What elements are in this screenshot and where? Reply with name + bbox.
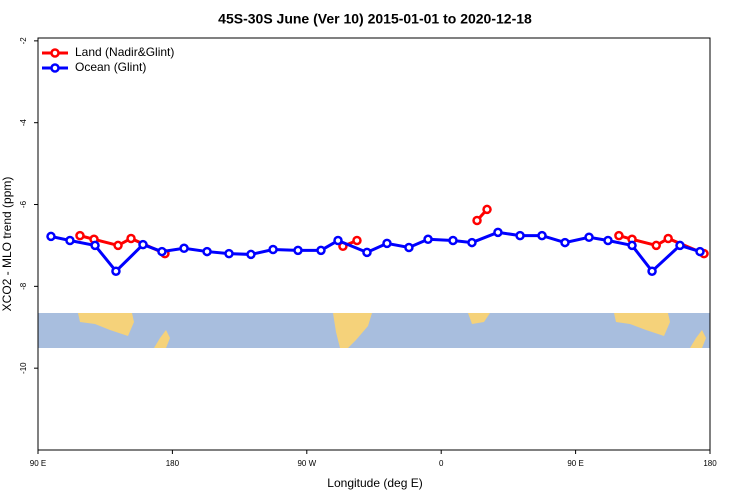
plot-frame [37, 37, 711, 451]
data-point [537, 230, 547, 241]
data-point [382, 238, 392, 249]
data-point [663, 233, 673, 244]
data-point [404, 242, 414, 253]
data-point [493, 227, 503, 238]
data-point [75, 230, 85, 241]
data-point [627, 240, 637, 251]
data-point [603, 235, 613, 246]
data-point [448, 235, 458, 246]
x-tick-label: 180 [703, 459, 717, 468]
data-point [647, 266, 657, 276]
data-point [651, 240, 661, 251]
data-point [224, 248, 234, 259]
y-tick-label: -6 [19, 200, 28, 208]
data-point [179, 243, 189, 254]
data-point [467, 237, 477, 248]
data-point [352, 235, 362, 246]
data-point [246, 249, 256, 260]
data-point [126, 233, 136, 244]
data-point [362, 247, 372, 258]
legend-marker [50, 63, 60, 73]
x-tick-label: 90 E [30, 459, 46, 468]
data-point [515, 230, 525, 241]
data-point [333, 235, 343, 246]
data-point [316, 245, 326, 256]
x-tick-label: 90 E [567, 459, 583, 468]
series-line [50, 230, 701, 274]
legend-label: Land (Nadir&Glint) [75, 45, 174, 59]
x-tick-label: 0 [439, 459, 444, 468]
data-point [293, 245, 303, 256]
legend-label: Ocean (Glint) [75, 60, 146, 74]
x-tick-label: 90 W [297, 459, 316, 468]
data-point [584, 232, 594, 242]
data-point [560, 237, 570, 248]
data-point [202, 246, 212, 257]
data-point [472, 215, 482, 226]
data-point [90, 240, 100, 251]
data-point [138, 239, 148, 250]
data-point [157, 246, 167, 257]
x-axis-label: Longitude (deg E) [327, 476, 422, 490]
y-tick-label: -8 [19, 282, 28, 290]
data-point [614, 230, 624, 241]
y-tick-label: -4 [19, 119, 28, 127]
chart-title: 45S-30S June (Ver 10) 2015-01-01 to 2020… [218, 11, 532, 27]
map-strip [38, 313, 710, 348]
y-tick-label: -2 [19, 37, 28, 45]
legend-marker [50, 48, 60, 58]
data-point [268, 244, 278, 255]
data-point [675, 240, 685, 251]
y-tick-label: -10 [19, 362, 28, 374]
x-tick-label: 180 [166, 459, 180, 468]
data-point [482, 204, 492, 215]
y-axis-label: XCO2 - MLO trend (ppm) [0, 177, 14, 312]
data-point [113, 240, 123, 251]
data-point [111, 266, 121, 276]
data-point [423, 234, 433, 245]
data-point [65, 235, 75, 246]
data-point [695, 246, 705, 257]
data-point [46, 231, 56, 242]
